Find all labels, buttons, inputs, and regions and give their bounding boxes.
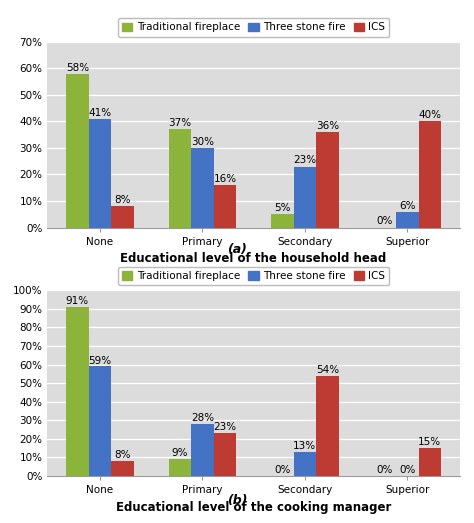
Text: 58%: 58% — [66, 63, 89, 73]
Text: 0%: 0% — [376, 465, 393, 475]
Bar — [169, 129, 191, 228]
Text: 13%: 13% — [293, 441, 316, 451]
Text: 40%: 40% — [418, 110, 441, 120]
Bar — [316, 132, 338, 228]
Text: 91%: 91% — [66, 296, 89, 306]
Text: 9%: 9% — [172, 449, 188, 459]
Text: 0%: 0% — [274, 465, 291, 475]
Bar — [214, 433, 236, 476]
Bar — [111, 461, 134, 476]
Text: 54%: 54% — [316, 365, 339, 375]
Text: 8%: 8% — [114, 450, 131, 460]
Bar — [191, 424, 214, 476]
Text: 0%: 0% — [399, 465, 415, 475]
Text: 59%: 59% — [88, 356, 111, 366]
Bar — [293, 166, 316, 228]
Bar — [66, 74, 89, 228]
Bar — [66, 307, 89, 476]
Text: 36%: 36% — [316, 121, 339, 131]
Text: 15%: 15% — [418, 437, 441, 447]
Legend: Traditional fireplace, Three stone fire, ICS: Traditional fireplace, Three stone fire,… — [118, 267, 389, 285]
Bar — [89, 119, 111, 228]
Text: 5%: 5% — [274, 203, 291, 213]
Text: 23%: 23% — [293, 155, 316, 165]
Text: 37%: 37% — [168, 118, 191, 128]
Text: 0%: 0% — [376, 217, 393, 226]
X-axis label: Educational level of the household head: Educational level of the household head — [120, 252, 387, 265]
Bar — [419, 121, 441, 228]
Bar — [111, 206, 134, 228]
Bar — [191, 148, 214, 228]
Text: 8%: 8% — [114, 195, 131, 205]
Bar — [169, 459, 191, 476]
Text: (a): (a) — [227, 243, 247, 256]
Text: (b): (b) — [227, 494, 247, 507]
Bar — [214, 185, 236, 228]
Text: 16%: 16% — [213, 174, 237, 184]
Bar — [271, 214, 293, 228]
Text: 6%: 6% — [399, 200, 416, 211]
Bar — [293, 452, 316, 476]
Bar — [396, 212, 419, 228]
Bar — [419, 448, 441, 476]
Text: 23%: 23% — [213, 423, 237, 433]
Text: 30%: 30% — [191, 137, 214, 147]
Text: 41%: 41% — [88, 108, 111, 118]
X-axis label: Educational level of the cooking manager: Educational level of the cooking manager — [116, 501, 391, 514]
Bar — [316, 376, 338, 476]
Bar — [89, 367, 111, 476]
Legend: Traditional fireplace, Three stone fire, ICS: Traditional fireplace, Three stone fire,… — [118, 18, 389, 37]
Text: 28%: 28% — [191, 413, 214, 423]
